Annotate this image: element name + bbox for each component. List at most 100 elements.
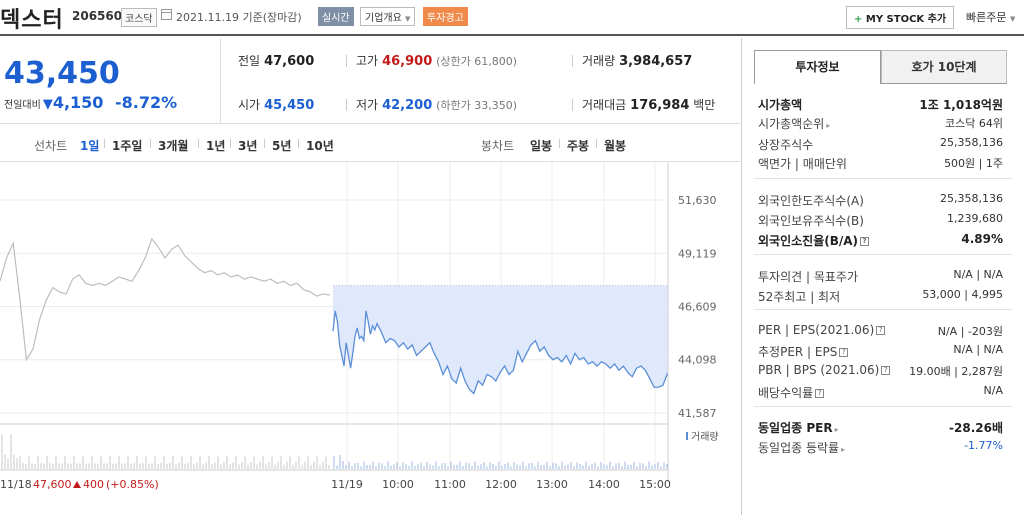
info-value: 1조 1,018억원 bbox=[919, 98, 1003, 112]
info-value: 25,358,136 bbox=[940, 136, 1003, 149]
add-mystock-button[interactable]: + MY STOCK 추가 bbox=[846, 6, 955, 29]
info-value: 1,239,680 bbox=[947, 212, 1003, 225]
x-tick-label: 11/19 bbox=[331, 478, 363, 491]
info-row: 외국인보유주식수(B) 1,239,680 bbox=[758, 212, 1003, 230]
info-value: -1.77% bbox=[964, 439, 1003, 452]
candle-weekly[interactable]: 주봉 bbox=[567, 139, 590, 153]
plus-icon: + bbox=[854, 14, 863, 25]
info-label: 액면가 | 매매단위 bbox=[758, 157, 847, 171]
candle-chart-label: 봉차트 bbox=[481, 139, 515, 153]
candle-monthly[interactable]: 월봉 bbox=[604, 139, 627, 153]
prev-day-pct: (+0.85%) bbox=[106, 478, 159, 491]
info-value: 19.00배 | 2,287원 bbox=[909, 365, 1003, 378]
period-3y[interactable]: 3년 bbox=[238, 139, 258, 153]
info-row: 투자의견 | 목표주가 N/A | N/A bbox=[758, 268, 1003, 286]
investment-warning-badge[interactable]: 투자경고 bbox=[423, 7, 468, 26]
info-row: 시가총액 1조 1,018억원 bbox=[758, 96, 1003, 114]
period-1d[interactable]: 1일 bbox=[80, 139, 100, 153]
y-tick-label: 46,609 bbox=[678, 300, 717, 313]
period-1y[interactable]: 1년 bbox=[206, 139, 226, 153]
info-value: -28.26배 bbox=[949, 421, 1003, 435]
low-price: 저가 42,200 (하한가 33,350) bbox=[356, 98, 518, 113]
info-value: N/A bbox=[983, 384, 1003, 397]
volume: 거래량 3,984,657 bbox=[582, 54, 693, 69]
tab-investment-info[interactable]: 투자정보 bbox=[754, 50, 881, 84]
info-value: 코스닥 64위 bbox=[945, 117, 1003, 130]
period-1w[interactable]: 1주일 bbox=[112, 139, 143, 153]
expand-caret-icon[interactable]: ▸ bbox=[834, 425, 839, 434]
x-tick-label: 14:00 bbox=[588, 478, 620, 491]
today-fill-area bbox=[333, 285, 668, 394]
prev-day-change: 400 bbox=[83, 478, 104, 491]
help-icon[interactable]: ? bbox=[860, 237, 870, 246]
up-triangle-icon bbox=[73, 481, 81, 488]
info-row: PER | EPS(2021.06)? N/A | -203원 bbox=[758, 323, 1003, 341]
dropdown-caret-icon: ▼ bbox=[405, 15, 411, 23]
info-row: 상장주식수 25,358,136 bbox=[758, 136, 1003, 154]
info-label: 배당수익률? bbox=[758, 384, 825, 401]
info-label: 동일업종 등락률 ▸ bbox=[758, 441, 846, 455]
help-icon[interactable]: ? bbox=[876, 326, 886, 335]
today-series-line bbox=[332, 310, 669, 395]
info-value: N/A | -203원 bbox=[937, 325, 1003, 338]
info-row: 배당수익률? N/A bbox=[758, 384, 1003, 402]
period-bar: 선차트 1일 1주일 3개월 1년 3년 5년 10년 봉차트 일봉 주봉 월봉 bbox=[0, 124, 740, 162]
down-triangle-icon: ▼ bbox=[42, 97, 53, 112]
period-5y[interactable]: 5년 bbox=[272, 139, 292, 153]
info-label: 외국인보유주식수(B) bbox=[758, 214, 864, 228]
price-change: 전일대비 ▼4,150 -8.72% bbox=[4, 93, 178, 112]
info-label: 동일업종 PER ▸ bbox=[758, 421, 839, 435]
line-chart-label: 선차트 bbox=[34, 139, 68, 153]
company-overview-button[interactable]: 기업개요 ▼ bbox=[360, 7, 416, 26]
x-tick-label: 10:00 bbox=[382, 478, 414, 491]
help-icon[interactable]: ? bbox=[881, 366, 891, 375]
x-tick-label: 11/18 bbox=[0, 478, 32, 491]
expand-caret-icon[interactable]: ▸ bbox=[841, 445, 846, 454]
candle-daily[interactable]: 일봉 bbox=[530, 139, 553, 153]
info-value: 25,358,136 bbox=[940, 192, 1003, 205]
quick-order-button[interactable]: 빠른주문 ▼ bbox=[966, 11, 1016, 24]
info-label: 외국인소진율(B/A)? bbox=[758, 232, 870, 249]
price-summary: 43,450 전일대비 ▼4,150 -8.72% bbox=[0, 38, 740, 124]
volume-legend-label: 거래량 bbox=[691, 431, 719, 443]
info-label: 52주최고 | 최저 bbox=[758, 290, 841, 304]
period-3m[interactable]: 3개월 bbox=[158, 139, 189, 153]
info-label: 상장주식수 bbox=[758, 138, 814, 152]
market-badge: 코스닥 bbox=[121, 8, 157, 27]
help-icon[interactable]: ? bbox=[839, 348, 849, 357]
info-value: N/A | N/A bbox=[953, 343, 1003, 356]
help-icon[interactable]: ? bbox=[815, 389, 825, 398]
x-tick-label: 15:00 bbox=[639, 478, 671, 491]
info-row: 외국인한도주식수(A) 25,358,136 bbox=[758, 192, 1003, 210]
info-value: 4.89% bbox=[961, 232, 1003, 246]
info-label: PBR | BPS (2021.06)? bbox=[758, 363, 891, 377]
y-tick-label: 49,119 bbox=[678, 247, 717, 260]
y-tick-label: 51,630 bbox=[678, 194, 717, 207]
info-label: PER | EPS(2021.06)? bbox=[758, 323, 886, 337]
price-chart[interactable]: 51,630 49,119 46,609 44,098 41,587 11/19 10:00… bbox=[0, 162, 740, 515]
expand-caret-icon[interactable]: ▸ bbox=[826, 121, 831, 130]
tab-orderbook-10[interactable]: 호가 10단계 bbox=[881, 50, 1007, 84]
stock-code: 206560 bbox=[72, 9, 123, 23]
x-tick-label: 13:00 bbox=[536, 478, 568, 491]
current-price: 43,450 bbox=[4, 56, 120, 91]
info-row: 추정PER | EPS? N/A | N/A bbox=[758, 343, 1003, 361]
calendar-icon bbox=[161, 9, 172, 20]
realtime-button[interactable]: 실시간 bbox=[318, 7, 354, 26]
volume-legend-icon bbox=[686, 432, 688, 440]
high-price: 고가 46,900 (상한가 61,800) bbox=[356, 54, 518, 69]
period-10y[interactable]: 10년 bbox=[306, 139, 334, 153]
prev-day-price: 47,600 bbox=[33, 478, 72, 491]
stock-header: 덱스터 206560 코스닥 2021.11.19 기준(장마감) 실시간 기업… bbox=[0, 0, 1024, 36]
y-tick-label: 41,587 bbox=[678, 407, 717, 420]
stock-name: 덱스터 bbox=[0, 8, 64, 33]
open-price: 시가 45,450 bbox=[238, 98, 315, 113]
base-date: 2021.11.19 기준(장마감) bbox=[176, 11, 302, 24]
info-row: PBR | BPS (2021.06)? 19.00배 | 2,287원 bbox=[758, 363, 1003, 381]
info-label: 외국인한도주식수(A) bbox=[758, 194, 864, 208]
info-label: 시가총액 bbox=[758, 98, 803, 112]
info-row: 동일업종 PER ▸ -28.26배 bbox=[758, 419, 1003, 437]
info-value: 53,000 | 4,995 bbox=[922, 288, 1003, 301]
info-label: 시가총액순위 ▸ bbox=[758, 117, 831, 131]
